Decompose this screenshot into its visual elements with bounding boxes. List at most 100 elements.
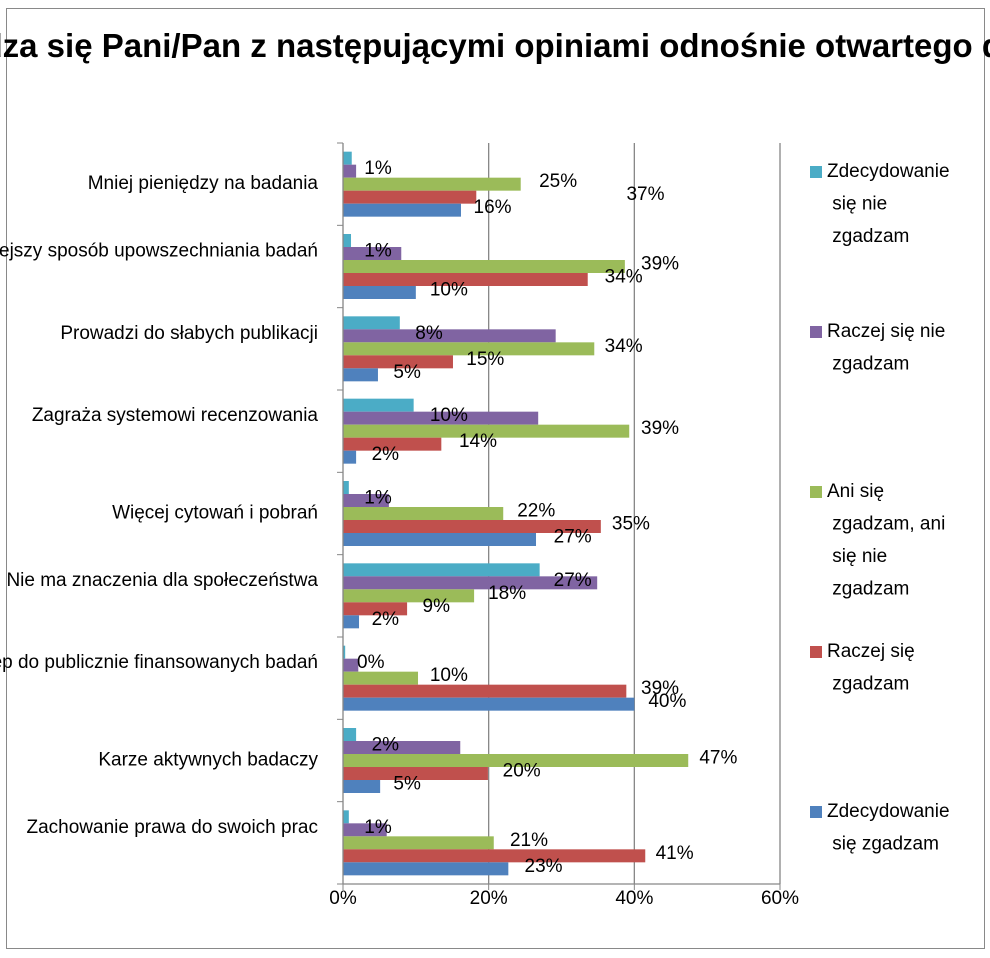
bar — [343, 286, 416, 299]
data-label: 2% — [372, 444, 400, 465]
data-label: 35% — [612, 514, 650, 535]
legend-label: Raczej się nie zgadzam — [827, 321, 945, 375]
data-label: 10% — [430, 665, 468, 686]
bar — [343, 849, 646, 863]
x-tick-label: 0% — [329, 888, 357, 909]
bar — [343, 177, 521, 191]
bar — [343, 481, 349, 494]
bar — [343, 398, 414, 412]
data-label: 47% — [699, 748, 737, 769]
chart-title: Czy zgadza się Pani/Pan z następującymi … — [0, 27, 990, 64]
category-label: Zagraża systemowi recenzowania — [32, 405, 319, 426]
data-label: 1% — [364, 158, 392, 179]
data-label: 18% — [488, 583, 526, 604]
bar — [343, 589, 475, 603]
data-label: 2% — [372, 735, 400, 756]
bar — [343, 247, 402, 260]
data-label: 10% — [430, 405, 468, 426]
bar — [343, 151, 352, 165]
bar — [343, 520, 601, 533]
data-label: 25% — [539, 171, 577, 192]
data-label: 39% — [641, 418, 679, 439]
category-label: Mniej pieniędzy na badania — [88, 173, 319, 194]
data-label: 16% — [474, 197, 512, 218]
bar — [343, 533, 537, 546]
bar — [343, 342, 595, 356]
bar — [343, 728, 357, 741]
chart-border — [6, 8, 985, 949]
bar — [343, 602, 408, 616]
bar — [343, 836, 494, 850]
bar — [343, 645, 346, 659]
bar — [343, 424, 630, 438]
data-label: 1% — [364, 488, 392, 509]
legend-swatch — [810, 486, 822, 498]
bar — [343, 741, 461, 754]
legend-swatch — [810, 806, 822, 818]
data-label: 39% — [641, 254, 679, 275]
bar — [343, 273, 588, 286]
data-label: 40% — [648, 691, 686, 712]
data-label: 20% — [503, 761, 541, 782]
data-label: 41% — [656, 843, 694, 864]
data-label: 34% — [605, 336, 643, 357]
data-label: 27% — [554, 527, 592, 548]
data-label: 27% — [554, 570, 592, 591]
data-label: 1% — [364, 817, 392, 838]
data-label: 21% — [510, 830, 548, 851]
bar — [343, 494, 389, 507]
legend-label: Zdecydowanie się nie zgadzam — [827, 161, 950, 247]
data-label: 34% — [605, 267, 643, 288]
category-label: Prowadzi do słabych publikacji — [60, 323, 318, 344]
category-label: Dostęp do publicznie finansowanych badań — [0, 652, 318, 673]
bar — [343, 164, 357, 178]
legend-label: Ani się zgadzam, ani się nie zgadzam — [827, 481, 945, 600]
bar — [343, 411, 539, 425]
data-label: 37% — [626, 184, 664, 205]
x-tick-label: 60% — [761, 888, 799, 909]
data-label: 39% — [641, 678, 679, 699]
data-label: 0% — [357, 652, 385, 673]
bar — [343, 329, 556, 343]
bar — [343, 671, 419, 685]
bar — [343, 810, 349, 824]
bar — [343, 450, 357, 464]
data-label: 8% — [415, 323, 443, 344]
category-label: Więcej cytowań i pobrań — [112, 503, 318, 524]
bar — [343, 234, 352, 247]
bar — [343, 754, 689, 767]
bar — [343, 615, 360, 629]
data-label: 14% — [459, 431, 497, 452]
data-label: 10% — [430, 280, 468, 301]
bar — [343, 862, 509, 876]
bar — [343, 780, 381, 793]
bar — [343, 697, 635, 711]
data-label: 22% — [517, 501, 555, 522]
category-label: Karze aktywnych badaczy — [98, 750, 318, 771]
data-label: 1% — [364, 241, 392, 262]
data-label: 5% — [393, 362, 421, 383]
bar — [343, 576, 598, 590]
bar — [343, 563, 540, 577]
bar — [343, 190, 477, 204]
bar — [343, 316, 400, 330]
legend-label: Zdecydowanie się zgadzam — [827, 801, 950, 855]
bar — [343, 658, 359, 672]
legend-swatch — [810, 326, 822, 338]
bar — [343, 684, 627, 698]
x-tick-label: 20% — [470, 888, 508, 909]
bar — [343, 260, 625, 273]
bar — [343, 203, 461, 217]
bar — [343, 767, 488, 780]
category-label: Oszczędniejszy sposób upowszechniania ba… — [0, 241, 318, 262]
bar — [343, 368, 378, 382]
data-label: 9% — [423, 596, 451, 617]
data-label: 15% — [466, 349, 504, 370]
x-tick-label: 40% — [615, 888, 653, 909]
category-label: Zachowanie prawa do swoich prac — [27, 817, 319, 838]
legend-swatch — [810, 646, 822, 658]
bar — [343, 823, 387, 837]
data-label: 2% — [372, 609, 400, 630]
legend-label: Raczej się zgadzam — [827, 641, 915, 695]
